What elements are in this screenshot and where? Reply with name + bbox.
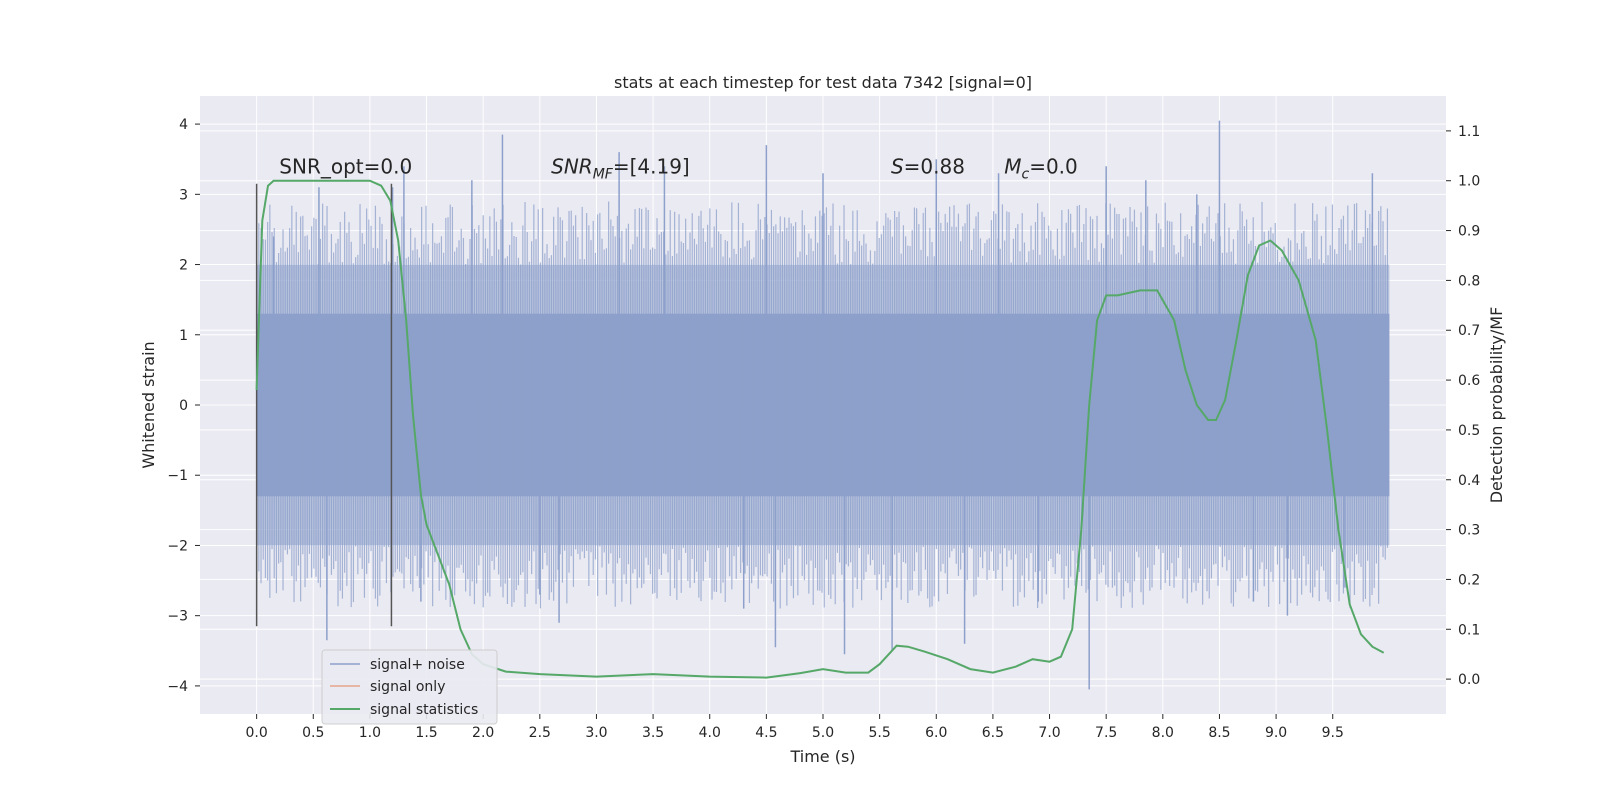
y-tick-label: −1 xyxy=(167,468,188,484)
y2-tick-label: 0.0 xyxy=(1458,672,1480,688)
y2-tick-label: 0.8 xyxy=(1458,273,1480,289)
y2-tick-label: 0.7 xyxy=(1458,323,1480,339)
annotation-text: Mc=0.0 xyxy=(1004,154,1078,182)
y2-tick-label: 0.2 xyxy=(1458,572,1480,588)
x-tick-label: 2.0 xyxy=(472,725,494,741)
y-tick-label: −4 xyxy=(167,679,188,695)
annotation-text: SNRMF=[4.19] xyxy=(551,154,690,182)
y2-axis-label: Detection probability/MF xyxy=(1487,307,1506,504)
annotation-text: SNR_opt=0.0 xyxy=(279,154,412,178)
y2-tick-label: 0.4 xyxy=(1458,473,1480,489)
y-tick-label: 3 xyxy=(179,187,188,203)
y-axis-label: Whitened strain xyxy=(139,341,158,468)
x-tick-label: 6.0 xyxy=(925,725,947,741)
legend: signal+ noise signal only signal statist… xyxy=(321,649,498,725)
y2-tick-label: 0.3 xyxy=(1458,523,1480,539)
signal-statistics-line xyxy=(255,179,1385,679)
x-tick-label: 3.5 xyxy=(642,725,664,741)
legend-label-noise: signal+ noise xyxy=(370,657,465,673)
y2-tick-label: 0.9 xyxy=(1458,224,1480,240)
y-tick-label: 1 xyxy=(179,328,188,344)
statistics-series xyxy=(255,179,1385,679)
marker-lines xyxy=(255,183,393,627)
x-tick-label: 6.5 xyxy=(982,725,1004,741)
noise-series xyxy=(256,120,1390,690)
x-tick-label: 5.0 xyxy=(812,725,834,741)
legend-label-statistics: signal statistics xyxy=(370,702,478,718)
y2-tick-label: 0.6 xyxy=(1458,373,1480,389)
x-tick-label: 7.5 xyxy=(1095,725,1117,741)
x-tick-label: 4.0 xyxy=(699,725,721,741)
y-tick-label: 4 xyxy=(179,117,188,133)
x-tick-label: 4.5 xyxy=(755,725,777,741)
x-axis-label: Time (s) xyxy=(789,747,855,766)
legend-box xyxy=(321,649,498,725)
x-tick-label: 2.5 xyxy=(529,725,551,741)
y2-tick-label: 1.1 xyxy=(1458,124,1480,140)
x-tick-label: 0.5 xyxy=(302,725,324,741)
x-tick-label: 8.5 xyxy=(1208,725,1230,741)
x-tick-label: 9.0 xyxy=(1265,725,1287,741)
x-tick-label: 0.0 xyxy=(246,725,268,741)
x-tick-label: 8.0 xyxy=(1152,725,1174,741)
chart-title: stats at each timestep for test data 734… xyxy=(614,73,1032,92)
y2-tick-label: 0.1 xyxy=(1458,622,1480,638)
x-tick-label: 3.0 xyxy=(585,725,607,741)
annotations: SNR_opt=0.0 SNRMF=[4.19] S=0.88 Mc=0.0 xyxy=(279,154,1077,182)
legend-label-signal: signal only xyxy=(370,679,445,695)
y-tick-label: 2 xyxy=(179,258,188,274)
x-tick-label: 7.0 xyxy=(1038,725,1060,741)
y2-tick-label: 1.0 xyxy=(1458,174,1480,190)
y-tick-label: 0 xyxy=(179,398,188,414)
x-tick-label: 1.5 xyxy=(415,725,437,741)
x-tick-label: 5.5 xyxy=(869,725,891,741)
y2-tick-label: 0.5 xyxy=(1458,423,1480,439)
x-tick-label: 1.0 xyxy=(359,725,381,741)
annotation-text: S=0.88 xyxy=(891,154,965,178)
tick-labels: 0.0 0.5 1.0 1.5 2.0 2.5 3.0 3.5 4.0 4.5 5.0 5.5 6.0 6… xyxy=(167,117,1480,741)
x-tick-label: 9.5 xyxy=(1322,725,1344,741)
y-tick-label: −3 xyxy=(167,609,188,625)
y-tick-label: −2 xyxy=(167,538,188,554)
